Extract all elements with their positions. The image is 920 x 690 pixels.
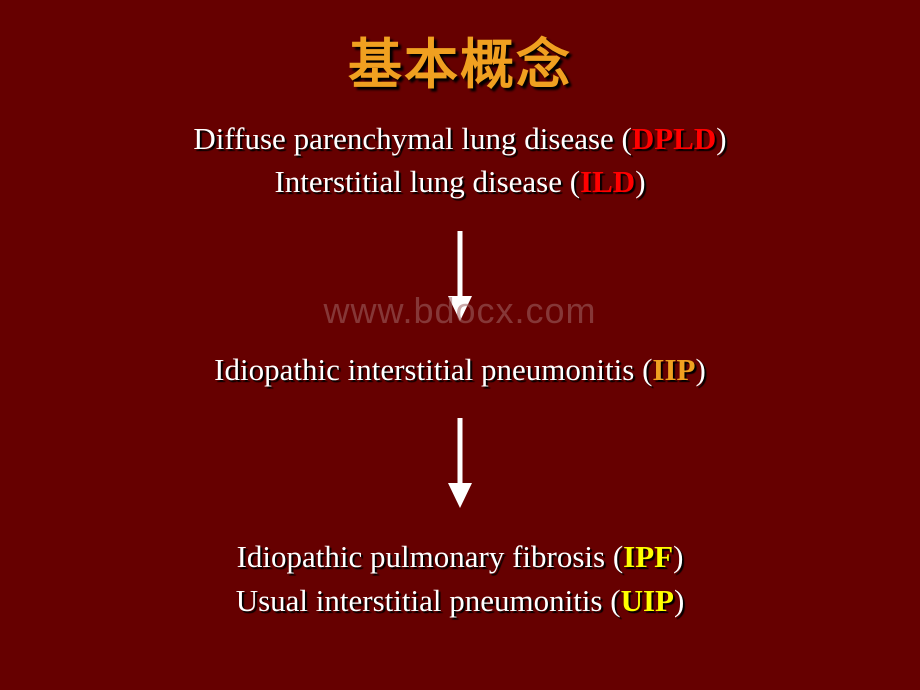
ipf-pre: Idiopathic pulmonary fibrosis ( <box>237 539 624 574</box>
ipf-line: Idiopathic pulmonary fibrosis (IPF) <box>236 535 685 578</box>
iip-post: ) <box>695 352 705 387</box>
arrow-down-icon <box>446 418 474 508</box>
uip-abbr: UIP <box>621 583 674 618</box>
slide-container: 基本概念 Diffuse parenchymal lung disease (D… <box>0 0 920 690</box>
ild-line: Interstitial lung disease (ILD) <box>193 160 726 203</box>
uip-post: ) <box>674 583 684 618</box>
iip-pre: Idiopathic interstitial pneumonitis ( <box>214 352 652 387</box>
dpld-pre: Diffuse parenchymal lung disease ( <box>193 121 631 156</box>
ipf-abbr: IPF <box>623 539 673 574</box>
ild-pre: Interstitial lung disease ( <box>274 164 580 199</box>
concept-group-1: Diffuse parenchymal lung disease (DPLD) … <box>193 117 726 204</box>
uip-pre: Usual interstitial pneumonitis ( <box>236 583 621 618</box>
ipf-post: ) <box>673 539 683 574</box>
slide-title: 基本概念 <box>348 20 572 99</box>
dpld-abbr: DPLD <box>632 121 716 156</box>
iip-abbr: IIP <box>652 352 695 387</box>
concept-group-2: Idiopathic interstitial pneumonitis (IIP… <box>214 348 706 391</box>
arrow-down-icon <box>446 231 474 321</box>
dpld-post: ) <box>716 121 726 156</box>
ild-post: ) <box>635 164 645 199</box>
uip-line: Usual interstitial pneumonitis (UIP) <box>236 579 685 622</box>
dpld-line: Diffuse parenchymal lung disease (DPLD) <box>193 117 726 160</box>
iip-line: Idiopathic interstitial pneumonitis (IIP… <box>214 348 706 391</box>
ild-abbr: ILD <box>580 164 635 199</box>
concept-group-3: Idiopathic pulmonary fibrosis (IPF) Usua… <box>236 535 685 622</box>
